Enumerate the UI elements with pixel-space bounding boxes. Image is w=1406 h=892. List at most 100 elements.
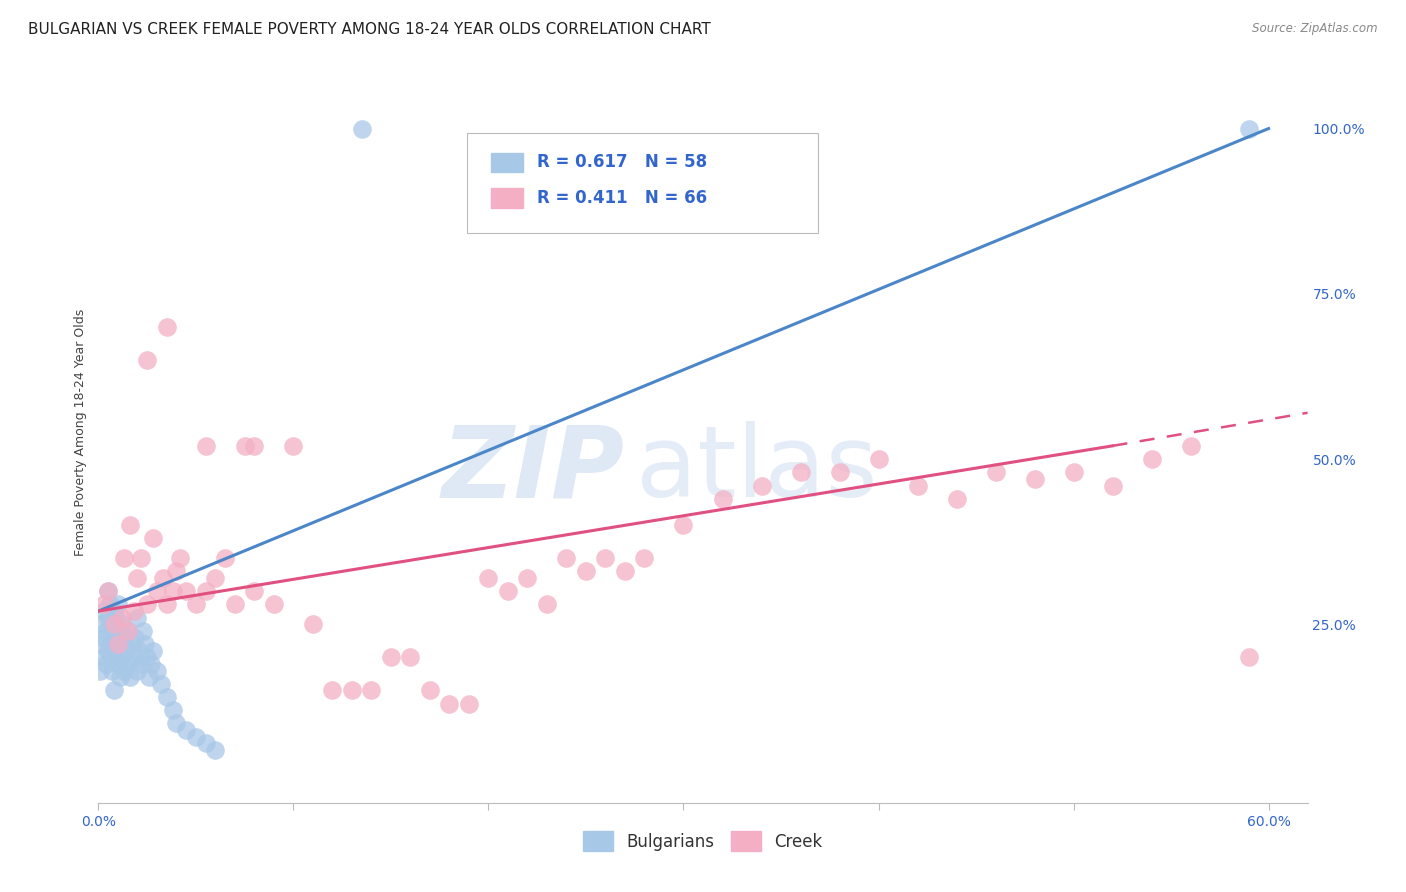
Point [122,604,145,618]
Y-axis label: Female Poverty Among 18-24 Year Olds: Female Poverty Among 18-24 Year Olds [75,309,87,557]
Point [93,604,115,618]
Point [103,683,125,698]
Point [458,697,481,711]
Point [1063,465,1085,479]
Point [165,565,187,579]
Point [595,551,617,566]
Point [107,657,129,671]
Point [93,598,115,612]
Point [162,584,184,599]
Text: Source: ZipAtlas.com: Source: ZipAtlas.com [1253,22,1378,36]
Text: ZIP: ZIP [441,421,624,518]
Point [136,598,159,612]
Point [194,584,217,599]
Point [1237,121,1260,136]
Point [868,452,890,467]
Point [360,683,382,698]
Point [97,644,120,658]
Point [107,637,129,651]
Point [117,624,139,638]
Point [984,465,1007,479]
Point [112,664,135,678]
Point [477,571,499,585]
Point [111,611,134,625]
Point [97,584,120,599]
Point [165,716,187,731]
Point [118,670,141,684]
Point [89,664,111,678]
Point [156,690,179,704]
Point [243,439,266,453]
Point [122,650,145,665]
Point [174,723,197,737]
Point [107,624,129,638]
Point [496,584,519,599]
Point [204,571,226,585]
Point [107,598,129,612]
Point [97,584,120,599]
Point [907,478,929,492]
Point [340,683,363,698]
Point [263,598,285,612]
Point [184,730,207,744]
Point [108,637,131,651]
Point [139,657,162,671]
Point [174,584,197,599]
Point [131,551,153,566]
Point [96,624,118,638]
Legend: Bulgarians, Creek: Bulgarians, Creek [576,825,830,857]
Point [194,439,217,453]
Point [111,617,134,632]
Point [132,624,155,638]
Point [117,624,139,638]
Point [112,551,135,566]
Point [614,565,637,579]
Point [672,518,695,533]
Point [224,598,246,612]
Point [184,598,207,612]
Point [104,611,127,625]
Point [283,439,305,453]
Point [101,664,124,678]
Point [399,650,422,665]
Point [214,551,236,566]
Point [1237,650,1260,665]
Point [111,650,134,665]
Point [93,631,115,645]
Point [945,491,967,506]
Point [98,637,121,651]
Point [711,491,734,506]
Point [101,650,124,665]
Point [136,352,159,367]
Point [121,637,143,651]
Point [101,617,124,632]
Point [97,611,120,625]
Point [1140,452,1163,467]
Point [536,598,558,612]
Point [156,598,179,612]
Point [103,631,125,645]
Text: R = 0.411   N = 66: R = 0.411 N = 66 [537,189,707,207]
Point [156,319,179,334]
Point [146,584,169,599]
Point [136,650,159,665]
Point [243,584,266,599]
Point [93,650,115,665]
Text: atlas: atlas [637,421,879,518]
Point [142,532,165,546]
Point [555,551,578,566]
Point [114,644,136,658]
Point [302,617,325,632]
Point [91,637,114,651]
Point [96,657,118,671]
FancyBboxPatch shape [467,133,818,233]
FancyBboxPatch shape [492,153,523,172]
Point [162,703,184,717]
Point [350,121,373,136]
Point [124,631,146,645]
Point [103,617,125,632]
Point [204,743,226,757]
Point [1024,472,1046,486]
Point [516,571,538,585]
Text: R = 0.617   N = 58: R = 0.617 N = 58 [537,153,707,171]
